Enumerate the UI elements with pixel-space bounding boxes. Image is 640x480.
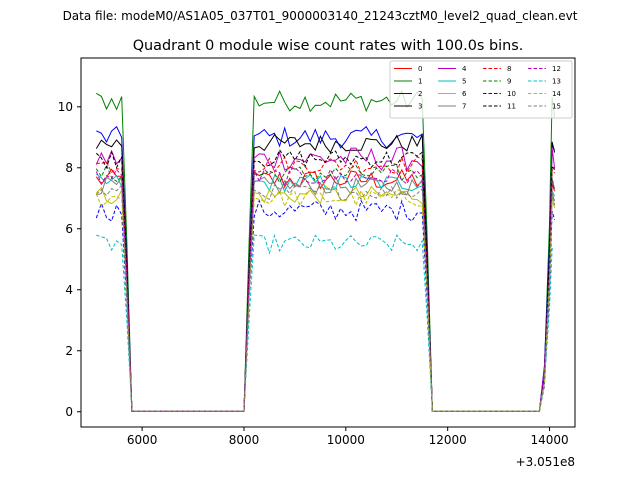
series-line-13 bbox=[96, 233, 555, 412]
legend-label-2: 2 bbox=[418, 90, 422, 98]
legend-label-7: 7 bbox=[462, 103, 466, 111]
chart-title: Quadrant 0 module wise count rates with … bbox=[133, 38, 524, 54]
legend-label-4: 4 bbox=[462, 65, 467, 73]
series-line-8 bbox=[96, 155, 556, 412]
x-tick-label: 8000 bbox=[229, 433, 260, 447]
legend-label-14: 14 bbox=[552, 90, 561, 98]
legend-label-0: 0 bbox=[418, 65, 422, 73]
series-line-1 bbox=[96, 89, 556, 412]
legend-label-11: 11 bbox=[507, 103, 516, 111]
axes-frame bbox=[80, 57, 576, 428]
plot-area bbox=[95, 89, 556, 412]
y-tick-label: 10 bbox=[58, 100, 73, 114]
series-line-11 bbox=[95, 148, 556, 412]
y-tick-label: 8 bbox=[65, 161, 73, 175]
series-line-0 bbox=[95, 168, 556, 412]
figure-suptitle: Data file: modeM0/AS1A05_037T01_90000031… bbox=[63, 9, 578, 23]
series-line-12 bbox=[95, 167, 556, 412]
legend-label-8: 8 bbox=[507, 65, 511, 73]
series-line-3 bbox=[95, 134, 556, 412]
series-line-6 bbox=[95, 185, 556, 412]
x-axis: 6000 8000 10000 12000 14000 bbox=[127, 427, 569, 447]
series-line-15 bbox=[95, 184, 556, 412]
series-line-2 bbox=[96, 125, 556, 412]
series-line-9 bbox=[95, 164, 556, 412]
legend-label-3: 3 bbox=[418, 103, 422, 111]
legend-label-1: 1 bbox=[418, 78, 422, 86]
y-axis: 0 2 4 6 8 10 bbox=[58, 100, 81, 419]
y-tick-label: 4 bbox=[65, 283, 73, 297]
series-line-14 bbox=[95, 189, 556, 412]
legend-label-5: 5 bbox=[462, 78, 466, 86]
series-line-10 bbox=[95, 199, 556, 412]
x-tick-label: 14000 bbox=[530, 433, 568, 447]
series-line-5 bbox=[96, 173, 556, 412]
y-tick-label: 2 bbox=[65, 344, 73, 358]
y-tick-label: 6 bbox=[65, 222, 73, 236]
x-tick-label: 10000 bbox=[327, 433, 365, 447]
x-tick-label: 12000 bbox=[429, 433, 467, 447]
x-tick-label: 6000 bbox=[127, 433, 158, 447]
legend-label-15: 15 bbox=[552, 103, 561, 111]
x-axis-offset-label: +3.051e8 bbox=[516, 455, 575, 469]
legend-label-10: 10 bbox=[507, 90, 516, 98]
series-line-7 bbox=[96, 175, 556, 412]
legend-label-13: 13 bbox=[552, 78, 561, 86]
legend-label-9: 9 bbox=[507, 78, 511, 86]
legend-label-12: 12 bbox=[552, 65, 561, 73]
legend-box bbox=[389, 60, 573, 119]
legend-label-6: 6 bbox=[462, 90, 467, 98]
y-tick-label: 0 bbox=[65, 405, 73, 419]
